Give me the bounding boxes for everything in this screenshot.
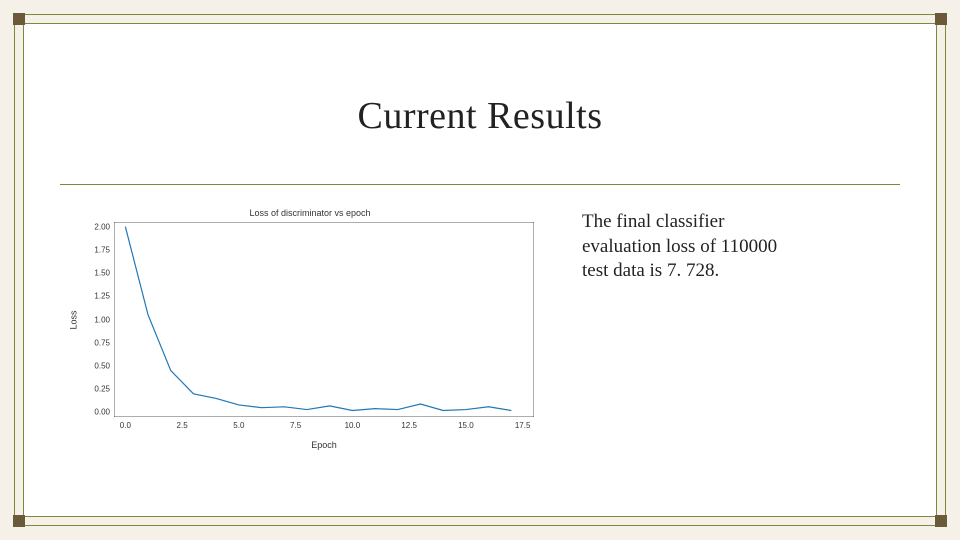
chart-title: Loss of discriminator vs epoch — [60, 208, 560, 218]
corner-decoration-tl — [13, 13, 25, 25]
title-divider — [60, 184, 900, 185]
chart-line-series — [125, 227, 511, 411]
chart-x-tick: 5.0 — [233, 421, 244, 430]
results-text-line2: evaluation loss of 110000 — [582, 235, 900, 260]
loss-chart: Loss of discriminator vs epoch Loss 0.00… — [60, 204, 560, 454]
chart-y-tick: 0.25 — [94, 385, 110, 394]
slide-outer-border: Current Results Loss of discriminator vs… — [14, 14, 946, 526]
chart-x-tick: 12.5 — [401, 421, 417, 430]
slide-inner-border: Current Results Loss of discriminator vs… — [23, 23, 937, 517]
chart-y-tick: 1.25 — [94, 292, 110, 301]
chart-y-tick: 0.75 — [94, 338, 110, 347]
corner-decoration-bl — [13, 515, 25, 527]
results-text-line1: The final classifier — [582, 210, 900, 235]
corner-decoration-br — [935, 515, 947, 527]
chart-x-tick: 10.0 — [345, 421, 361, 430]
chart-y-label: Loss — [69, 310, 79, 329]
chart-x-tick: 0.0 — [120, 421, 131, 430]
chart-y-tick: 0.00 — [94, 408, 110, 417]
chart-frame — [114, 222, 534, 417]
chart-x-tick: 2.5 — [177, 421, 188, 430]
corner-decoration-tr — [935, 13, 947, 25]
chart-y-tick: 0.50 — [94, 361, 110, 370]
chart-x-tick: 15.0 — [458, 421, 474, 430]
chart-y-tick: 1.50 — [94, 269, 110, 278]
page-title: Current Results — [24, 94, 936, 138]
results-text: The final classifier evaluation loss of … — [572, 204, 900, 480]
chart-plot-area — [114, 222, 534, 417]
chart-x-tick: 7.5 — [290, 421, 301, 430]
chart-x-label: Epoch — [114, 440, 534, 450]
chart-x-tick: 17.5 — [515, 421, 531, 430]
chart-y-tick: 2.00 — [94, 222, 110, 231]
chart-y-tick: 1.75 — [94, 245, 110, 254]
results-text-line3: test data is 7. 728. — [582, 259, 900, 284]
content-area: Loss of discriminator vs epoch Loss 0.00… — [60, 204, 900, 480]
chart-y-axis: Loss 0.00 0.25 0.50 0.75 1.00 1.25 1.50 1.75 2.0… — [70, 222, 114, 417]
chart-x-axis: Epoch 0.0 2.5 5.0 7.5 10.0 12.5 15.0 17.5 — [114, 419, 534, 454]
chart-y-tick: 1.00 — [94, 315, 110, 324]
